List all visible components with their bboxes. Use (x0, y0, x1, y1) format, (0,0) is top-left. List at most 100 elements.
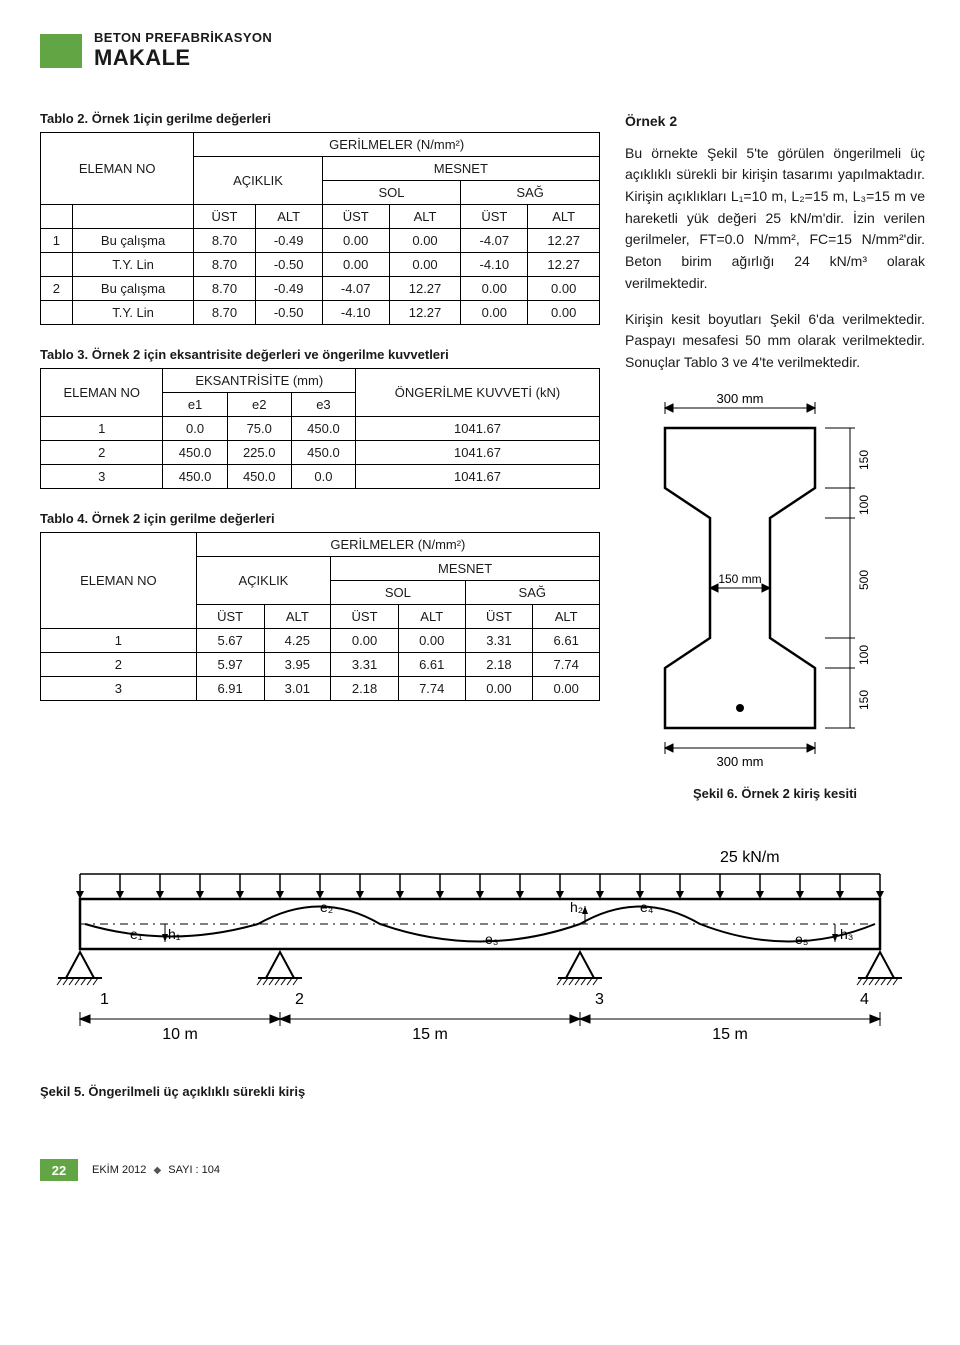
table-cell: 0.00 (533, 677, 600, 701)
table-cell: 8.70 (194, 229, 255, 253)
table-cell: 12.27 (389, 277, 461, 301)
header-category: BETON PREFABRİKASYON (94, 30, 272, 45)
table-cell: 0.00 (461, 277, 528, 301)
table3-eks: EKSANTRİSİTE (mm) (163, 369, 356, 393)
table2: ELEMAN NO GERİLMELER (N/mm²) AÇIKLIK MES… (40, 132, 600, 325)
svg-text:e₄: e₄ (640, 899, 654, 915)
issue-number: SAYI : 104 (168, 1164, 220, 1176)
table-cell (41, 301, 73, 325)
table-cell: -0.50 (255, 301, 322, 325)
table-cell: 4.25 (264, 629, 331, 653)
table4-caption: Tablo 4. Örnek 2 için gerilme değerleri (40, 511, 600, 526)
table-cell: 3.31 (465, 629, 533, 653)
table-cell: 0.00 (465, 677, 533, 701)
svg-text:h₂: h₂ (570, 899, 583, 915)
table3: ELEMAN NO EKSANTRİSİTE (mm) ÖNGERİLME KU… (40, 368, 600, 489)
table2-topheader: GERİLMELER (N/mm²) (194, 133, 600, 157)
svg-text:e₁: e₁ (130, 926, 143, 942)
table-cell: T.Y. Lin (72, 301, 194, 325)
table2-sag: SAĞ (461, 181, 600, 205)
table-cell: 6.91 (196, 677, 264, 701)
svg-text:e₃: e₃ (485, 931, 499, 947)
table2-aciklik: AÇIKLIK (194, 157, 322, 205)
svg-text:15 m: 15 m (412, 1026, 448, 1043)
svg-text:500: 500 (857, 569, 871, 589)
sekil5-diagram: 25 kN/m e₁ h₁ e₂ e₃ h₂ e₄ e₅ h₃ (40, 844, 920, 1099)
table-cell: -4.10 (322, 301, 389, 325)
table-cell: 7.74 (398, 677, 465, 701)
table-cell: 450.0 (291, 441, 355, 465)
ex2-para1: Bu örnekte Şekil 5'te görülen öngerilmel… (625, 143, 925, 295)
table-cell: 6.61 (398, 653, 465, 677)
table2-mesnet: MESNET (322, 157, 599, 181)
svg-text:100: 100 (857, 494, 871, 514)
table4-rowlabel: ELEMAN NO (41, 533, 197, 629)
table-cell: 0.00 (461, 301, 528, 325)
table3-rowlabel: ELEMAN NO (41, 369, 163, 417)
table-cell: 0.0 (163, 417, 227, 441)
table-cell: -0.49 (255, 229, 322, 253)
table-cell: 3 (41, 677, 197, 701)
table-cell: 1 (41, 417, 163, 441)
table-cell: 3.31 (331, 653, 399, 677)
table2-sol: SOL (322, 181, 461, 205)
table2-caption: Tablo 2. Örnek 1için gerilme değerleri (40, 111, 600, 126)
svg-text:150: 150 (857, 449, 871, 469)
table-cell: T.Y. Lin (72, 253, 194, 277)
svg-text:4: 4 (860, 991, 869, 1008)
table-cell: 2 (41, 441, 163, 465)
table-cell: 8.70 (194, 277, 255, 301)
table-cell: -0.50 (255, 253, 322, 277)
table-cell: 1 (41, 629, 197, 653)
table-cell: 450.0 (163, 465, 227, 489)
separator-icon: ◆ (153, 1165, 161, 1176)
table-cell: Bu çalışma (72, 277, 194, 301)
svg-text:300 mm: 300 mm (717, 754, 764, 768)
sekil5-caption: Şekil 5. Öngerilmeli üç açıklıklı sürekl… (40, 1084, 920, 1099)
header-accent-bar (40, 34, 82, 68)
svg-text:150: 150 (857, 689, 871, 709)
table-cell: 3.95 (264, 653, 331, 677)
table-cell: -0.49 (255, 277, 322, 301)
table-cell: 5.97 (196, 653, 264, 677)
ex2-para2: Kirişin kesit boyutları Şekil 6'da veril… (625, 309, 925, 374)
table-cell: 450.0 (163, 441, 227, 465)
table-cell: 3 (41, 465, 163, 489)
table-cell: 2 (41, 277, 73, 301)
svg-text:e₅: e₅ (795, 931, 808, 947)
table-cell: 12.27 (528, 253, 600, 277)
table-cell: 75.0 (227, 417, 291, 441)
table-cell: 1041.67 (356, 417, 600, 441)
article-header: BETON PREFABRİKASYON MAKALE (40, 30, 920, 71)
table-cell: 1 (41, 229, 73, 253)
sekil6-caption: Şekil 6. Örnek 2 kiriş kesiti (625, 784, 925, 804)
svg-text:25 kN/m: 25 kN/m (720, 849, 780, 866)
table-cell: -4.07 (322, 277, 389, 301)
header-title: MAKALE (94, 45, 272, 71)
table-cell: 0.00 (528, 277, 600, 301)
table-cell: 0.00 (528, 301, 600, 325)
table-cell: 0.00 (322, 253, 389, 277)
table-cell: -4.07 (461, 229, 528, 253)
table3-caption: Tablo 3. Örnek 2 için eksantrisite değer… (40, 347, 600, 362)
svg-text:150 mm: 150 mm (718, 572, 761, 586)
table-cell: 1041.67 (356, 441, 600, 465)
table-cell: 0.00 (322, 229, 389, 253)
table4-topheader: GERİLMELER (N/mm²) (196, 533, 599, 557)
table-cell: 225.0 (227, 441, 291, 465)
table-cell: 2.18 (331, 677, 399, 701)
table3-ong: ÖNGERİLME KUVVETİ (kN) (356, 369, 600, 417)
ex2-title: Örnek 2 (625, 111, 925, 133)
table-cell: 6.61 (533, 629, 600, 653)
svg-text:3: 3 (595, 991, 604, 1008)
table-cell: 0.0 (291, 465, 355, 489)
table-cell: 2 (41, 653, 197, 677)
svg-text:h₃: h₃ (840, 926, 854, 942)
svg-text:1: 1 (100, 991, 109, 1008)
page-footer: 22 EKİM 2012 ◆ SAYI : 104 (40, 1159, 920, 1181)
svg-text:100: 100 (857, 644, 871, 664)
table-cell: 3.01 (264, 677, 331, 701)
table-cell: 8.70 (194, 253, 255, 277)
table-cell: 5.67 (196, 629, 264, 653)
table-cell: 12.27 (389, 301, 461, 325)
